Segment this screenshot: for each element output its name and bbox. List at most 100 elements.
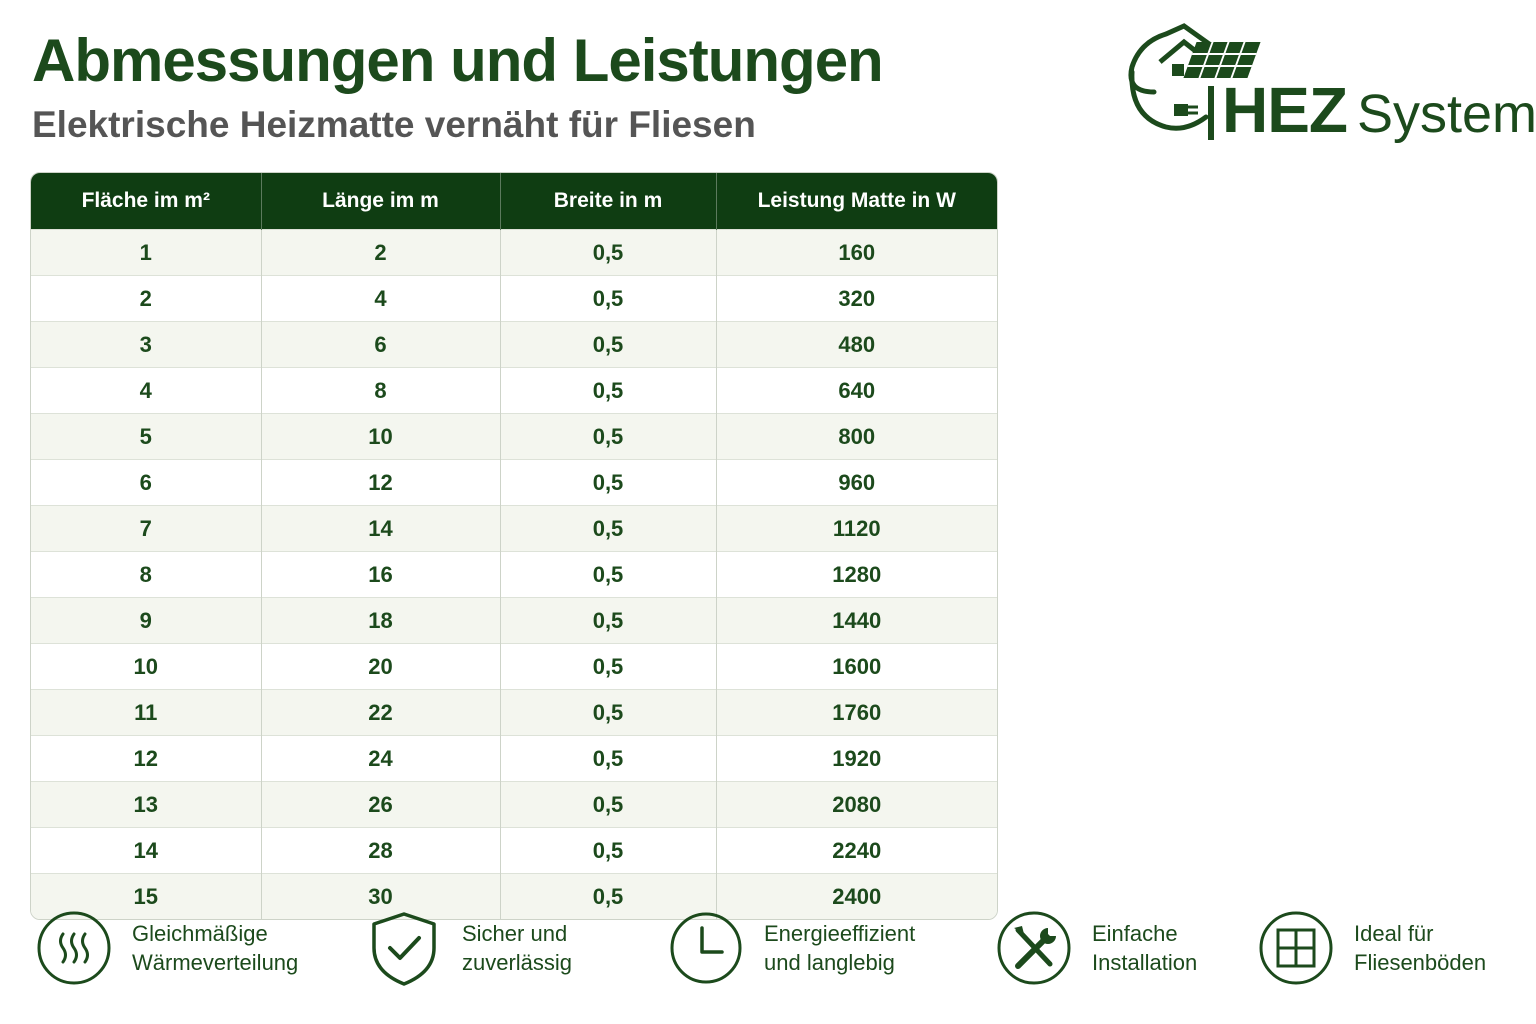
tile-grid-icon: [1259, 911, 1333, 985]
brand-suffix: Systeme: [1357, 84, 1536, 144]
page-subtitle: Elektrische Heizmatte vernäht für Fliese…: [32, 104, 756, 145]
feature-label: Fliesenböden: [1354, 950, 1487, 975]
feature-label: Gleichmäßige: [132, 921, 268, 946]
cell-width: 0,5: [500, 827, 717, 874]
cell-length: 10: [261, 413, 501, 460]
cell-length: 24: [261, 735, 501, 782]
cell-power: 1280: [716, 551, 997, 598]
cell-area: 4: [31, 367, 262, 414]
cell-area: 1: [31, 229, 262, 276]
brand-wordmark: HEZSysteme: [1222, 78, 1536, 142]
cell-length: 6: [261, 321, 501, 368]
feature-bar: Gleichmäßige Wärmeverteilung Sicher und zu…: [0, 900, 1536, 1000]
column-header-length: Länge im m: [261, 173, 501, 230]
table-row: 6 12 0,5 960: [31, 459, 997, 506]
cell-width: 0,5: [500, 459, 717, 506]
cell-power: 160: [716, 229, 997, 276]
feature-label: und langlebig: [764, 950, 895, 975]
shield-check-icon: [372, 912, 436, 986]
cell-area: 5: [31, 413, 262, 460]
feature-efficient: Energieeffizient und langlebig: [668, 910, 915, 986]
tools-icon: [997, 911, 1071, 985]
cell-area: 13: [31, 781, 262, 828]
cell-width: 0,5: [500, 597, 717, 644]
cell-power: 640: [716, 367, 997, 414]
cell-area: 11: [31, 689, 262, 736]
cell-area: 10: [31, 643, 262, 690]
cell-width: 0,5: [500, 781, 717, 828]
cell-length: 16: [261, 551, 501, 598]
cell-length: 30: [261, 873, 501, 919]
cell-length: 8: [261, 367, 501, 414]
page-title: Abmessungen und Leistungen: [32, 27, 884, 94]
cell-area: 7: [31, 505, 262, 552]
table-row: 7 14 0,5 1120: [31, 505, 997, 552]
feature-label: Ideal für: [1354, 921, 1434, 946]
feature-even-heat: Gleichmäßige Wärmeverteilung: [36, 910, 298, 986]
table-row: 1 2 0,5 160: [31, 229, 997, 276]
table-header-row: Fläche im m² Länge im m Breite in m Leis…: [31, 173, 997, 230]
cell-power: 1760: [716, 689, 997, 736]
column-header-width: Breite in m: [500, 173, 717, 230]
column-header-area: Fläche im m²: [31, 173, 262, 230]
cell-power: 2240: [716, 827, 997, 874]
cell-length: 2: [261, 229, 501, 276]
clock-icon: [670, 912, 742, 984]
dimensions-table: Fläche im m² Länge im m Breite in m Leis…: [30, 172, 998, 920]
cell-power: 960: [716, 459, 997, 506]
cell-width: 0,5: [500, 229, 717, 276]
feature-installation: Einfache Installation: [996, 910, 1197, 986]
cell-area: 3: [31, 321, 262, 368]
cell-area: 8: [31, 551, 262, 598]
cell-length: 20: [261, 643, 501, 690]
cell-width: 0,5: [500, 551, 717, 598]
house-solar-plug-icon: [1128, 23, 1261, 140]
feature-label: Wärmeverteilung: [132, 950, 299, 975]
cell-length: 14: [261, 505, 501, 552]
cell-power: 320: [716, 275, 997, 322]
cell-area: 9: [31, 597, 262, 644]
feature-label: Sicher und: [462, 921, 568, 946]
table-row: 9 18 0,5 1440: [31, 597, 997, 644]
table-row: 11 22 0,5 1760: [31, 689, 997, 736]
table-row: 2 4 0,5 320: [31, 275, 997, 322]
table-row: 3 6 0,5 480: [31, 321, 997, 368]
cell-power: 800: [716, 413, 997, 460]
brand-name: HEZ: [1222, 74, 1348, 146]
cell-area: 12: [31, 735, 262, 782]
table-row: 14 28 0,5 2240: [31, 827, 997, 874]
cell-width: 0,5: [500, 321, 717, 368]
cell-power: 2080: [716, 781, 997, 828]
table-row: 12 24 0,5 1920: [31, 735, 997, 782]
cell-area: 6: [31, 459, 262, 506]
cell-width: 0,5: [500, 643, 717, 690]
cell-area: 2: [31, 275, 262, 322]
column-header-power: Leistung Matte in W: [716, 173, 997, 230]
cell-length: 22: [261, 689, 501, 736]
cell-width: 0,5: [500, 275, 717, 322]
feature-safe: Sicher und zuverlässig: [366, 910, 572, 986]
cell-length: 26: [261, 781, 501, 828]
feature-tiles: Ideal für Fliesenböden: [1258, 910, 1486, 986]
cell-width: 0,5: [500, 367, 717, 414]
table-row: 8 16 0,5 1280: [31, 551, 997, 598]
table-row: 4 8 0,5 640: [31, 367, 997, 414]
cell-length: 28: [261, 827, 501, 874]
cell-width: 0,5: [500, 873, 717, 919]
cell-width: 0,5: [500, 413, 717, 460]
cell-length: 18: [261, 597, 501, 644]
feature-label: Einfache: [1092, 921, 1178, 946]
cell-power: 1920: [716, 735, 997, 782]
cell-width: 0,5: [500, 735, 717, 782]
cell-power: 1600: [716, 643, 997, 690]
cell-power: 480: [716, 321, 997, 368]
cell-area: 15: [31, 873, 262, 919]
heat-waves-icon: [37, 911, 111, 985]
cell-width: 0,5: [500, 505, 717, 552]
cell-length: 12: [261, 459, 501, 506]
table-row: 5 10 0,5 800: [31, 413, 997, 460]
cell-power: 1440: [716, 597, 997, 644]
table-row: 13 26 0,5 2080: [31, 781, 997, 828]
cell-length: 4: [261, 275, 501, 322]
table-row: 10 20 0,5 1600: [31, 643, 997, 690]
